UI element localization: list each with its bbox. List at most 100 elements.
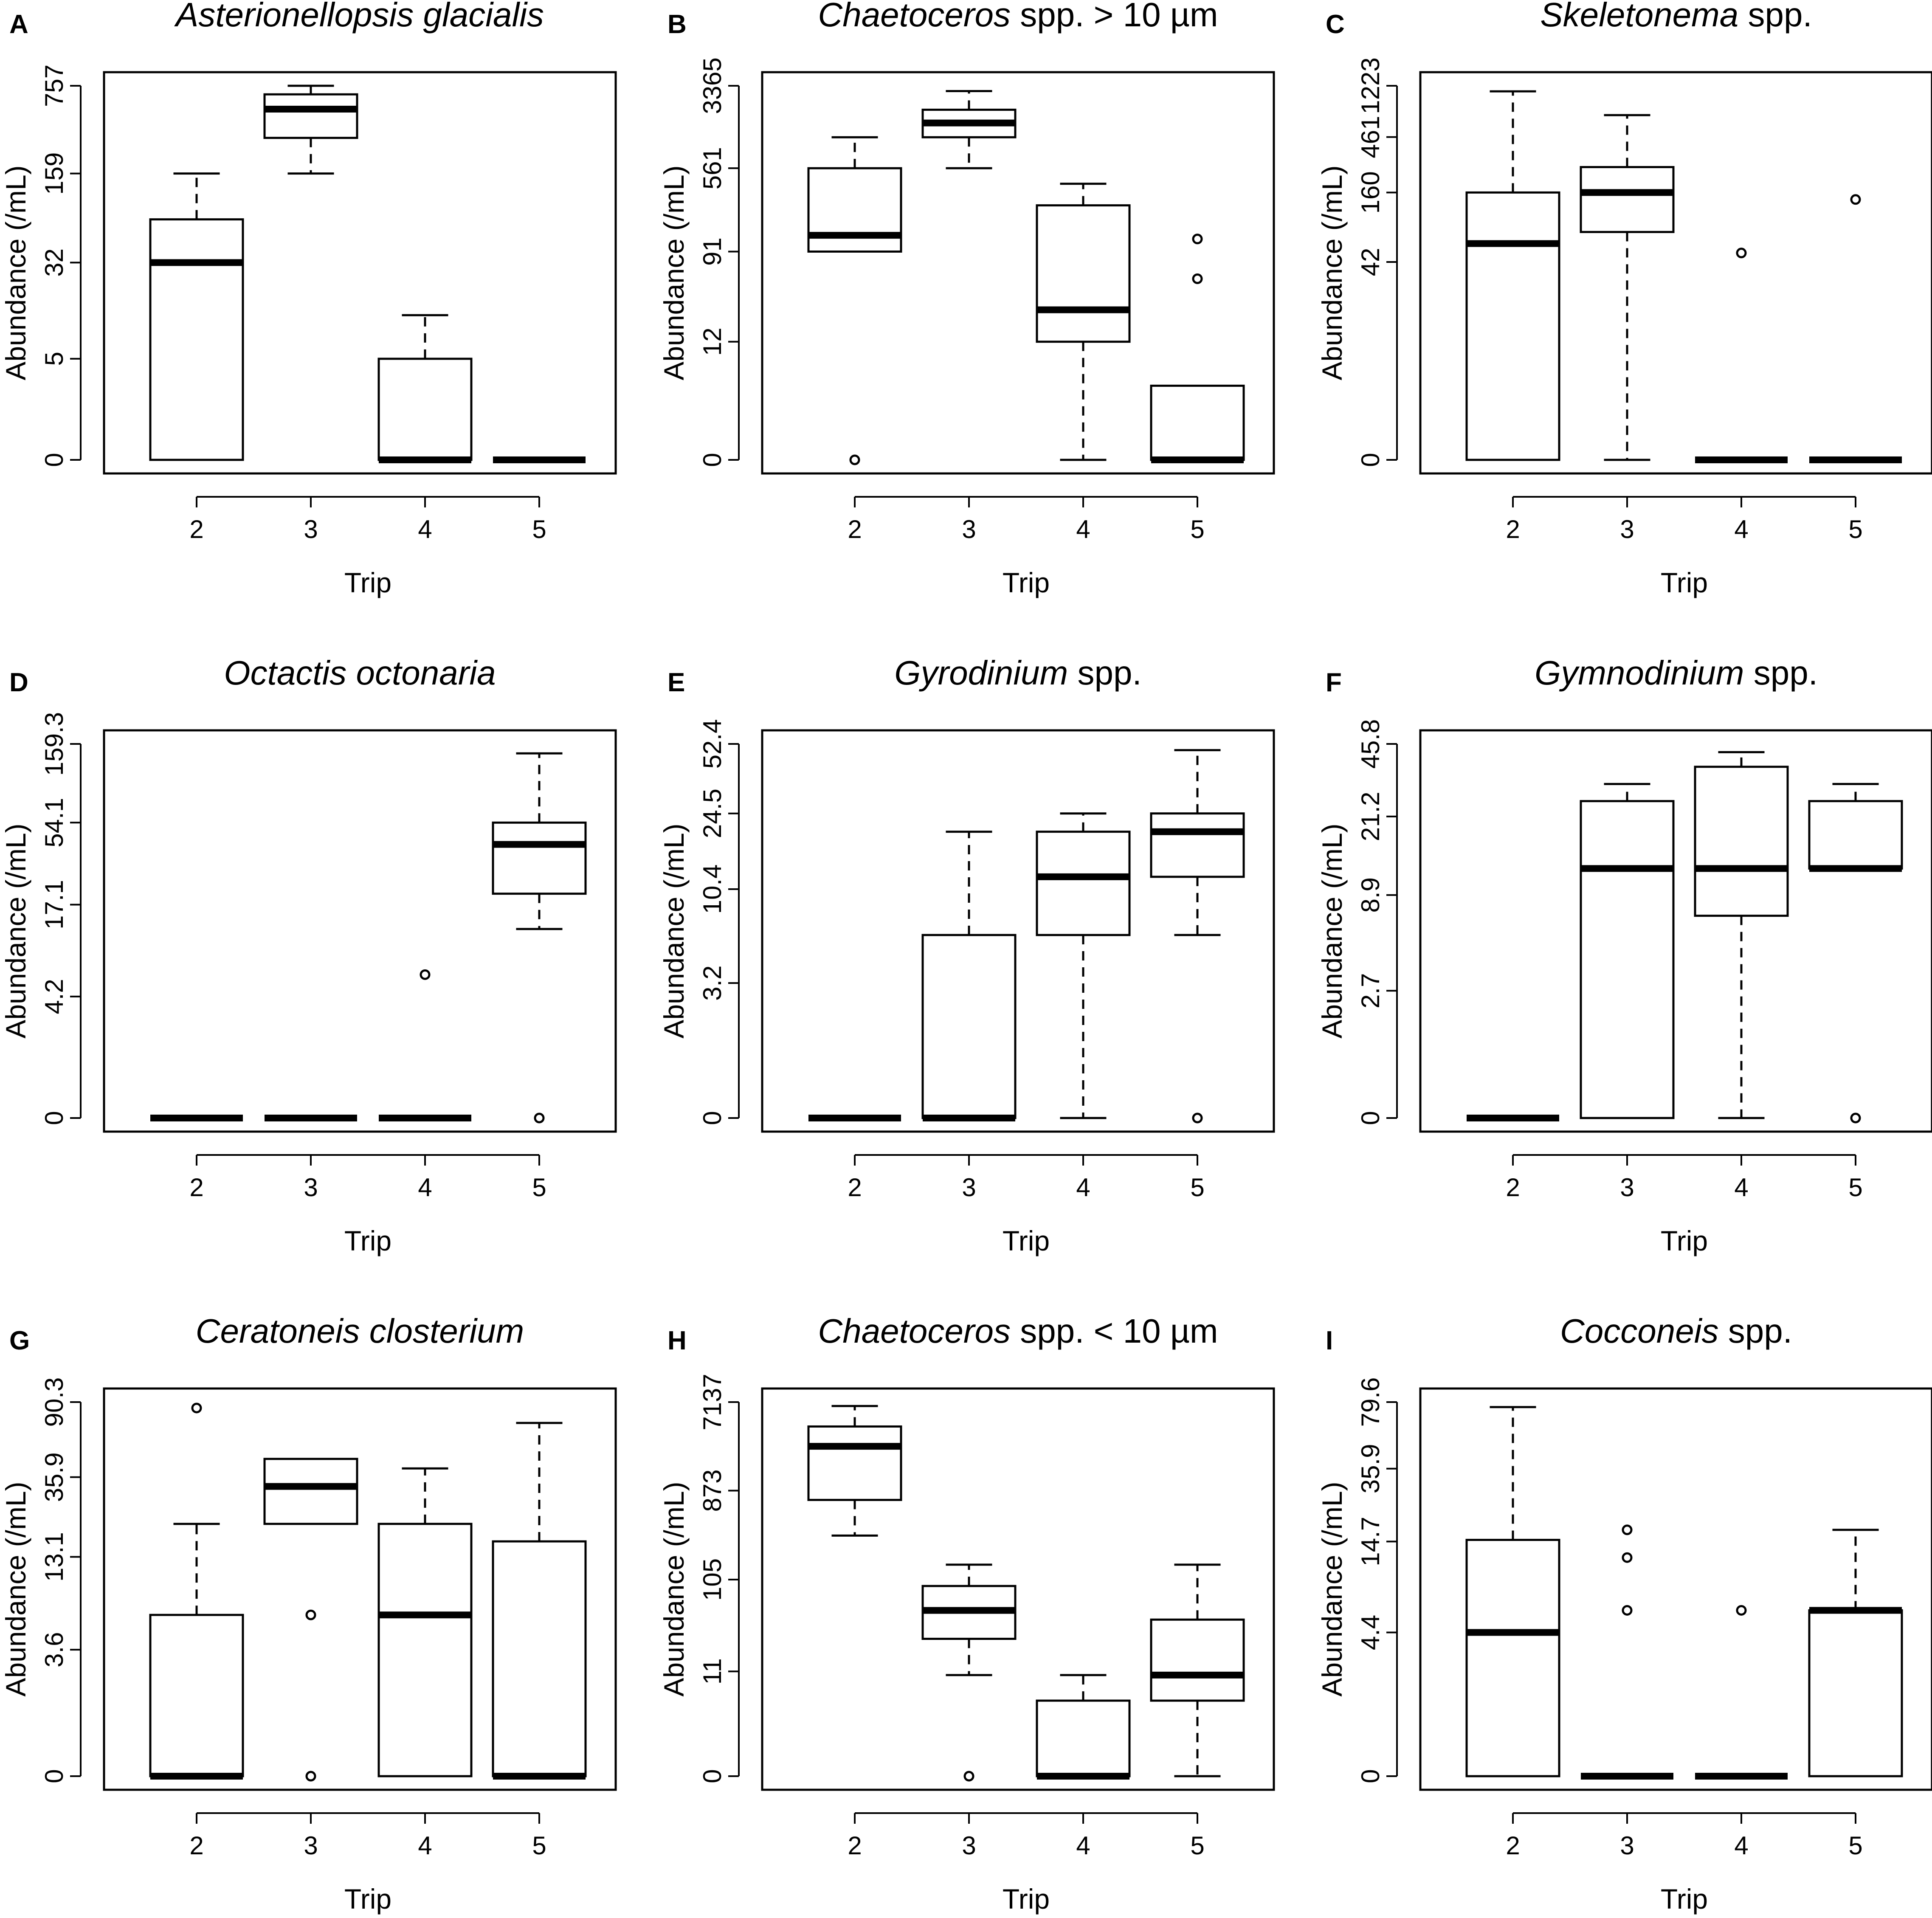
y-tick-label: 5 [40,352,68,366]
y-axis-label: Abundance (/mL) [1316,165,1348,380]
box-trip-3 [921,831,1017,1121]
box-trip-5 [1150,234,1245,463]
box-trip-5 [1808,783,1903,1124]
plot-frame [761,729,1275,1133]
outlier-point [1192,1112,1203,1124]
y-tick-label: 14.7 [1356,1517,1385,1566]
box [1808,1609,1903,1777]
x-tick-label: 2 [189,1173,203,1202]
x-tick-label: 5 [532,1831,546,1860]
box-trip-4 [379,969,471,1121]
x-tick-label: 2 [848,1831,862,1860]
x-tick-label: 3 [304,1831,318,1860]
panel-letter: A [9,10,28,39]
panel-c: C Skeletonema spp.0421604611223Abundance … [1316,0,1932,598]
box-trip-4 [377,314,473,463]
box-trip-5 [1808,1529,1903,1777]
x-tick-label: 4 [1734,515,1748,544]
outlier-point [534,1112,545,1124]
panel-title-part: Cocconeis [1560,1312,1719,1350]
y-tick-label: 3365 [698,57,727,114]
y-tick-label: 757 [40,65,68,107]
y-axis-label: Abundance (/mL) [0,1481,31,1696]
box-trip-4 [1695,1605,1788,1780]
outlier-point [420,969,431,980]
outlier-point [191,1403,202,1414]
x-tick-label: 4 [1734,1173,1748,1202]
x-tick-label: 2 [1506,515,1520,544]
box [807,167,902,253]
panel-title: Gyrodinium spp. [894,654,1141,692]
panel-title: Asterionellopsis glacialis [174,0,544,34]
y-tick-label: 1223 [1356,57,1385,114]
x-tick-label: 2 [1506,1173,1520,1202]
plot-frame [1419,71,1932,475]
x-axis-label: Trip [344,1883,391,1915]
box-trip-3 [1580,114,1675,461]
panel-title-part: spp. [1068,654,1141,692]
box-trip-2 [149,1403,244,1780]
outlier-point [1850,194,1861,205]
y-axis-label: Abundance (/mL) [658,165,690,380]
y-tick-label: 0 [1356,1769,1385,1783]
box-trip-3 [1580,783,1675,1119]
box-trip-3 [263,1458,358,1782]
x-tick-label: 3 [1620,1831,1634,1860]
y-tick-label: 0 [40,1111,68,1125]
outlier-point [1192,234,1203,245]
x-tick-label: 4 [1076,1173,1090,1202]
plot-frame [761,1387,1275,1791]
x-tick-label: 4 [418,1831,432,1860]
panel-title-part: Gymnodinium [1535,654,1744,692]
y-tick-label: 45.8 [1356,719,1385,769]
panel-i: I Cocconeis spp. 0 4.4 14.7 35.9 79.6 Abundance… [1316,1312,1932,1915]
box [1150,384,1245,461]
outlier-point [849,454,860,465]
box [1036,1699,1131,1777]
y-tick-label: 0 [698,453,727,467]
y-tick-label: 79.6 [1356,1377,1385,1427]
y-tick-label: 35.9 [40,1452,68,1502]
panel-title: Skeletonema spp. [1540,0,1812,34]
x-tick-label: 2 [848,515,862,544]
y-tick-label: 0 [698,1769,727,1783]
outlier-point [305,1771,316,1782]
x-tick-label: 3 [962,1831,976,1860]
x-tick-label: 3 [304,1173,318,1202]
panel-letter: B [667,10,687,39]
x-tick-label: 4 [1076,1831,1090,1860]
y-tick-label: 32 [40,248,68,277]
y-tick-label: 21.2 [1356,791,1385,841]
x-tick-label: 4 [418,515,432,544]
x-tick-label: 2 [848,1173,862,1202]
outlier-point [1192,273,1203,284]
box [1036,831,1131,936]
panel-title: Chaetoceros spp. < 10 µm [818,1312,1218,1350]
box [263,1458,358,1525]
y-tick-label: 0 [1356,453,1385,467]
y-tick-label: 0 [40,1769,68,1783]
y-tick-label: 10.4 [698,865,727,914]
box-trip-5 [492,1422,587,1780]
y-tick-label: 91 [698,237,727,266]
box [377,1523,473,1777]
y-tick-label: 11 [698,1658,727,1684]
x-axis-label: Trip [1003,1883,1050,1915]
y-tick-label: 160 [1356,171,1385,214]
panel-title-part: spp. > 10 µm [1011,0,1218,34]
x-axis-label: Trip [1003,1225,1050,1256]
panel-title: Octactis octonaria [224,654,496,692]
y-tick-label: 3.2 [698,965,727,1000]
box [149,218,244,461]
x-tick-label: 5 [1190,1173,1204,1202]
y-tick-label: 13.1 [40,1532,68,1582]
y-axis-label: Abundance (/mL) [658,1481,690,1696]
y-tick-label: 4.4 [1356,1615,1385,1650]
panel-e: E Gyrodinium spp. 0 3.2 10.4 24.5 52.4 Abundanc… [658,654,1275,1256]
plot-frame [761,71,1275,475]
panel-title: Ceratoneis closterium [196,1312,524,1350]
box [1808,800,1903,870]
x-tick-label: 5 [1848,1173,1862,1202]
y-tick-label: 561 [698,147,727,189]
box-trip-5 [492,752,587,1124]
